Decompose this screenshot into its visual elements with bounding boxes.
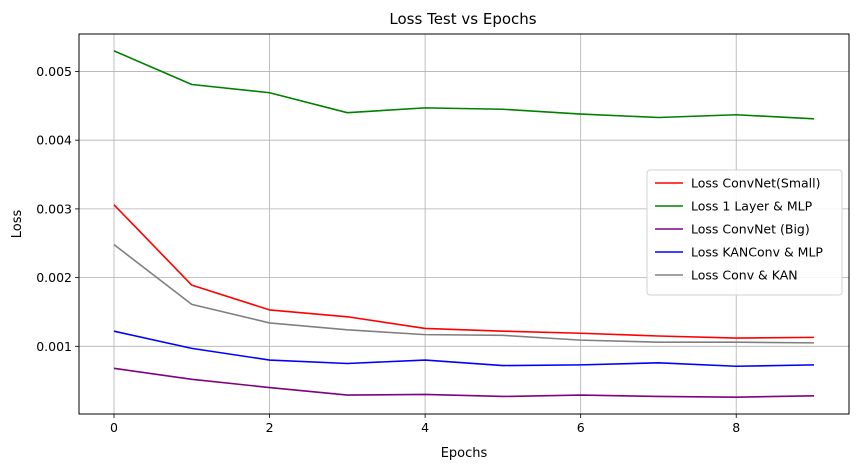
legend-label: Loss ConvNet (Big)	[691, 222, 810, 237]
y-tick-label: 0.005	[36, 64, 72, 79]
y-tick-label: 0.002	[36, 270, 72, 285]
legend-label: Loss KANConv & MLP	[691, 245, 823, 260]
x-tick-label: 0	[110, 420, 118, 435]
y-tick-label: 0.004	[36, 133, 72, 148]
x-tick-label: 8	[732, 420, 740, 435]
legend-label: Loss Conv & KAN	[691, 268, 798, 283]
y-axis-label: Loss	[10, 210, 25, 239]
legend-box	[646, 169, 843, 296]
legend: Loss ConvNet(Small) Loss 1 Layer & MLP Los…	[646, 169, 843, 296]
x-ticks: 0 2 4 6 8	[110, 414, 740, 435]
x-axis-label: Epochs	[441, 446, 488, 461]
y-tick-label: 0.001	[36, 339, 72, 354]
y-ticks: 0.001 0.002 0.003 0.004 0.005	[36, 64, 79, 354]
chart-title: Loss Test vs Epochs	[389, 10, 536, 28]
y-tick-label: 0.003	[36, 201, 72, 216]
x-tick-label: 6	[577, 420, 585, 435]
legend-label: Loss 1 Layer & MLP	[691, 199, 813, 214]
series-line-0	[113, 204, 815, 339]
series-lines	[113, 50, 815, 398]
series-line-3	[113, 330, 815, 368]
x-tick-label: 4	[421, 420, 429, 435]
series-line-4	[113, 243, 815, 344]
plot-frame	[78, 33, 850, 415]
series-line-2	[113, 367, 815, 398]
x-tick-label: 2	[266, 420, 274, 435]
series-line-1	[113, 50, 815, 120]
legend-label: Loss ConvNet(Small)	[691, 176, 821, 191]
